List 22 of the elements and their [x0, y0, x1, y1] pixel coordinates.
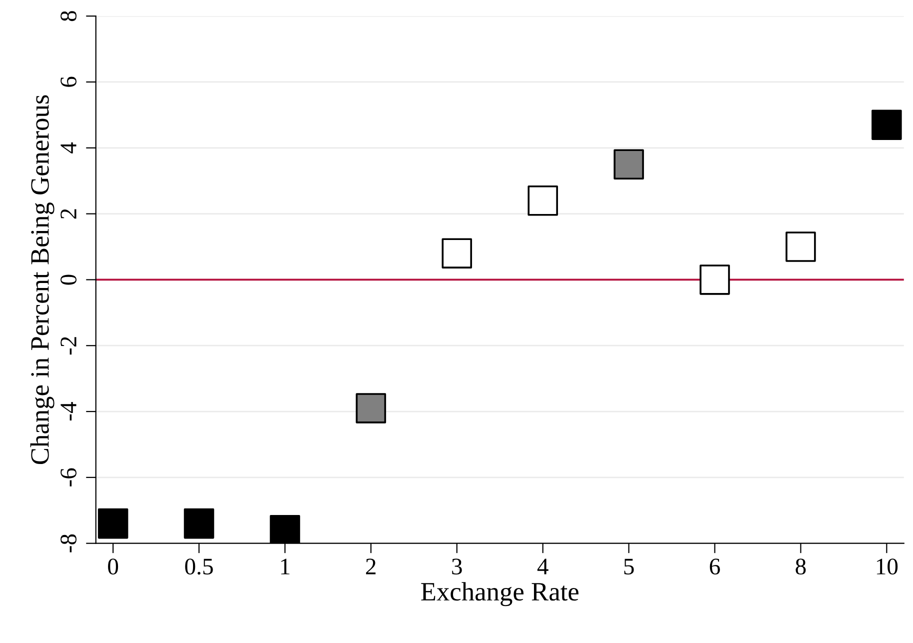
x-tick-label: 4: [537, 558, 548, 574]
y-tick-label: -8: [60, 534, 76, 552]
y-axis-title: Change in Percent Being Generous: [30, 95, 54, 464]
x-tick-label: 2: [366, 558, 376, 574]
x-tick-label: 10: [876, 558, 898, 575]
x-tick-label: 8: [796, 558, 806, 575]
y-tick-label: -4: [60, 402, 76, 420]
x-tick-label: 0.5: [185, 558, 213, 575]
y-tick-label: 0: [60, 274, 76, 285]
x-axis-title: Exchange Rate: [421, 582, 578, 606]
x-tick-label: 6: [710, 558, 720, 575]
x-tick-label: 1: [281, 558, 290, 574]
y-tick-label: 4: [60, 142, 76, 154]
y-tick-label: -6: [60, 468, 76, 486]
y-tick-label: 2: [60, 209, 76, 219]
point: [270, 515, 300, 544]
y-tick-label: -2: [60, 337, 76, 355]
y-tick-label: 8: [60, 11, 76, 22]
x-tick-label: 5: [624, 558, 634, 575]
x-tick-label: 0: [108, 558, 118, 575]
y-tick-label: 6: [60, 76, 76, 87]
x-tick-label: 3: [452, 558, 462, 575]
